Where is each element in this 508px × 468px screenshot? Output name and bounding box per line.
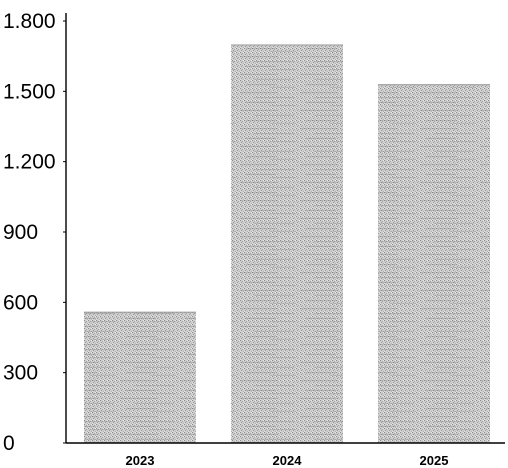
x-tick-label: 2024 — [273, 453, 303, 468]
bar-texture — [378, 84, 490, 444]
y-tick-label: 1.800 — [3, 10, 56, 33]
bar-2024 — [231, 44, 343, 443]
axes-group — [63, 13, 505, 444]
bar-2025 — [378, 84, 490, 444]
y-tick-label: 900 — [3, 221, 38, 244]
y-tick-label: 600 — [3, 291, 38, 314]
y-tick-label: 1.200 — [3, 151, 56, 174]
y-tick-label: 1.500 — [3, 80, 56, 103]
y-axis-labels: 0 300 600 900 1.200 1.500 1.800 — [3, 10, 56, 455]
x-tick-label: 2025 — [420, 453, 449, 468]
bar-2023 — [84, 311, 196, 443]
bars-group — [84, 44, 490, 444]
x-axis-labels: 2023 2024 2025 — [126, 453, 449, 468]
bar-texture — [84, 311, 196, 443]
bar-texture — [231, 44, 343, 443]
y-tick-label: 0 — [3, 432, 15, 455]
y-tick-label: 300 — [3, 362, 38, 385]
x-tick-label: 2023 — [126, 453, 155, 468]
